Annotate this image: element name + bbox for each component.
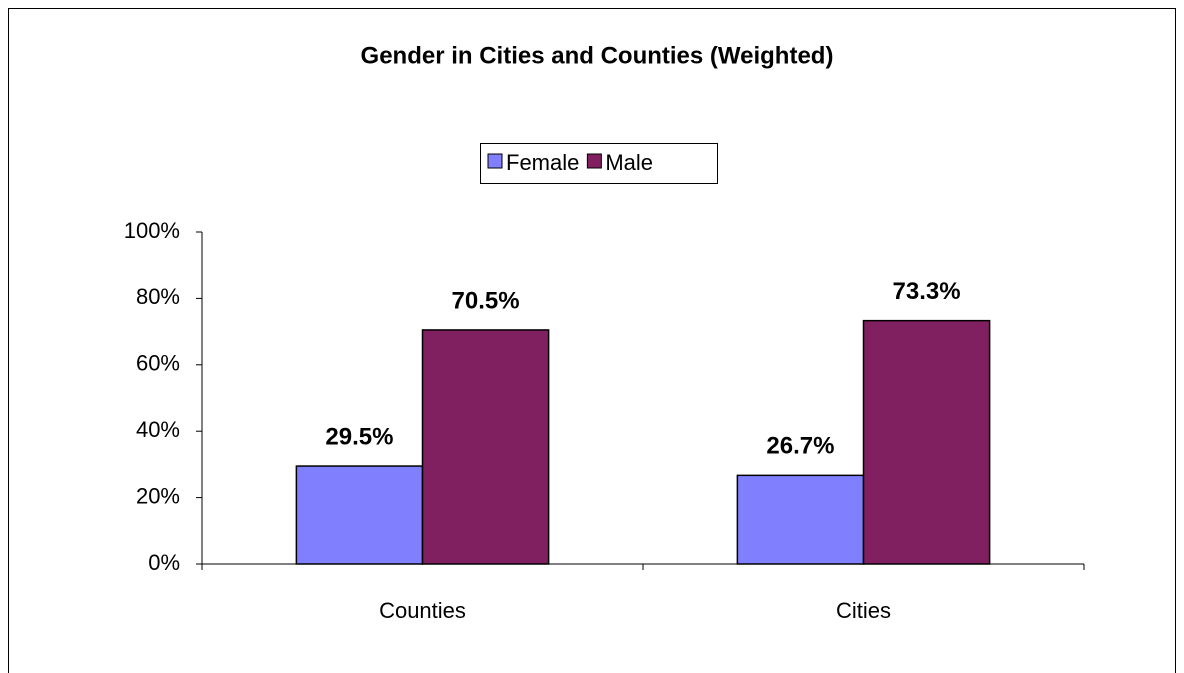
value-label: 73.3% — [893, 278, 961, 305]
y-tick-label: 80% — [136, 284, 180, 309]
legend-swatch — [487, 153, 503, 169]
y-tick-label: 20% — [136, 483, 180, 508]
y-tick-label: 40% — [136, 417, 180, 442]
bar — [421, 329, 550, 565]
y-tick-label: 60% — [136, 351, 180, 376]
bar — [295, 465, 424, 565]
legend-label: Male — [605, 150, 653, 175]
bar — [736, 474, 865, 565]
legend-swatch — [586, 153, 602, 169]
x-tick-label: Counties — [379, 598, 466, 623]
y-tick-label: 100% — [124, 218, 180, 243]
bar — [862, 319, 991, 565]
value-label: 26.7% — [766, 433, 834, 460]
chart-border — [8, 8, 1176, 673]
legend-label: Female — [506, 150, 579, 175]
x-tick-label: Cities — [836, 598, 891, 623]
value-label: 29.5% — [325, 423, 393, 450]
value-label: 70.5% — [452, 287, 520, 314]
y-tick-label: 0% — [148, 550, 180, 575]
chart-title: Gender in Cities and Counties (Weighted) — [361, 42, 834, 69]
